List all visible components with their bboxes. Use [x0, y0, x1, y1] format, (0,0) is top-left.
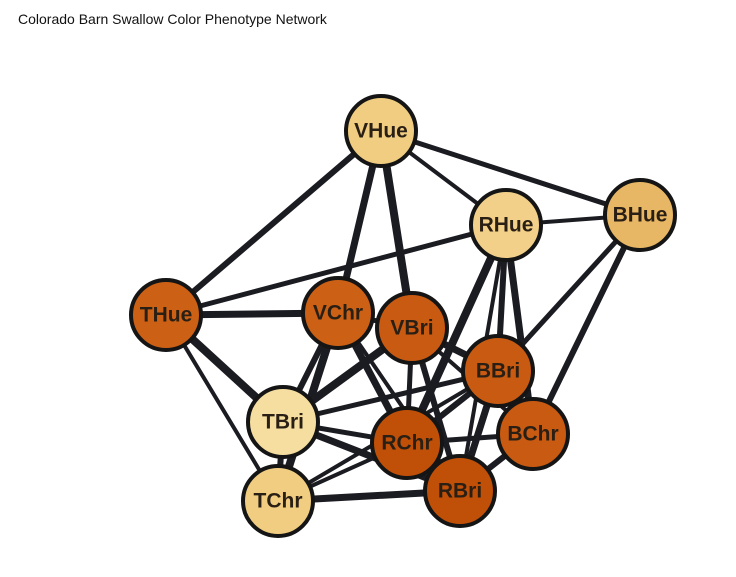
node-label-bchr: BChr [507, 423, 558, 446]
node-layer: VHue RHue BHue THue VChr VBri BBri TBri BChr RChr… [129, 94, 677, 538]
node-label-vbri: VBri [390, 317, 433, 340]
node-label-vhue: VHue [354, 120, 408, 143]
node-circle-rbri [423, 454, 497, 528]
edge-bhue-bchr [530, 212, 643, 437]
node-circle-vhue [344, 94, 418, 168]
node-bhue: BHue [603, 178, 677, 252]
node-tbri: TBri [246, 385, 320, 459]
node-label-rhue: RHue [479, 214, 534, 237]
node-circle-vbri [375, 291, 449, 365]
node-vhue: VHue [344, 94, 418, 168]
node-circle-vchr [301, 276, 375, 350]
node-bchr: BChr [496, 397, 570, 471]
edge-vhue-thue [163, 128, 384, 318]
node-tchr: TChr [241, 464, 315, 538]
node-label-rbri: RBri [438, 480, 482, 503]
node-rchr: RChr [370, 406, 444, 480]
node-label-thue: THue [140, 304, 193, 327]
node-circle-rchr [370, 406, 444, 480]
edge-vhue-bhue [378, 128, 643, 218]
chart-title: Colorado Barn Swallow Color Phenotype Ne… [18, 11, 327, 27]
node-label-tbri: TBri [262, 411, 304, 434]
node-bbri: BBri [461, 334, 535, 408]
node-label-tchr: TChr [254, 490, 303, 513]
node-rhue: RHue [469, 188, 543, 262]
node-label-bhue: BHue [613, 204, 668, 227]
node-label-rchr: RChr [381, 432, 432, 455]
node-circle-rhue [469, 188, 543, 262]
node-circle-tchr [241, 464, 315, 538]
node-circle-tbri [246, 385, 320, 459]
node-circle-bbri [461, 334, 535, 408]
node-vchr: VChr [301, 276, 375, 350]
node-thue: THue [129, 278, 203, 352]
node-circle-thue [129, 278, 203, 352]
node-label-vchr: VChr [313, 302, 363, 325]
node-circle-bchr [496, 397, 570, 471]
node-label-bbri: BBri [476, 360, 520, 383]
node-vbri: VBri [375, 291, 449, 365]
node-circle-bhue [603, 178, 677, 252]
edge-rhue-rchr [403, 221, 510, 447]
edge-rhue-thue [163, 222, 509, 318]
node-rbri: RBri [423, 454, 497, 528]
